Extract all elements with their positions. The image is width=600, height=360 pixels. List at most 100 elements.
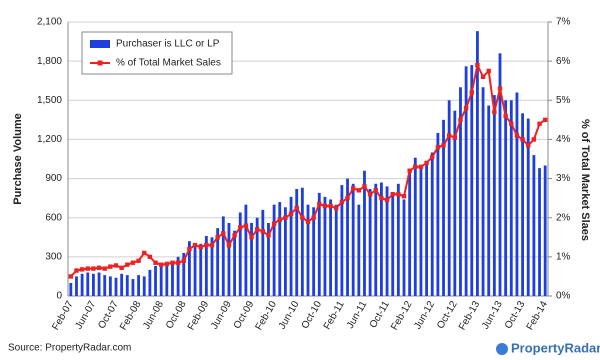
bar xyxy=(538,168,541,296)
line-marker xyxy=(96,265,102,271)
bar xyxy=(289,196,293,296)
bar xyxy=(300,187,304,296)
line-marker xyxy=(458,117,463,123)
line-marker xyxy=(136,258,141,263)
line-marker xyxy=(232,233,237,238)
legend-swatch xyxy=(90,40,110,48)
line-marker xyxy=(187,246,192,252)
line-marker xyxy=(226,242,232,248)
x-tick-label: Feb-13 xyxy=(457,299,483,332)
legend-box xyxy=(81,31,233,75)
line-marker xyxy=(238,225,243,230)
bar xyxy=(244,204,248,296)
bar xyxy=(430,152,434,296)
bar xyxy=(363,170,366,296)
bar xyxy=(334,204,338,296)
line-marker xyxy=(198,244,203,250)
bar xyxy=(221,216,225,296)
line-marker xyxy=(526,143,531,148)
x-tick-label: Jun-11 xyxy=(345,299,370,331)
line-marker xyxy=(339,199,345,205)
line-marker xyxy=(435,145,441,150)
line-marker xyxy=(328,203,333,209)
line-marker xyxy=(367,192,373,197)
x-tick-label: Jun-13 xyxy=(480,299,505,331)
logo-icon xyxy=(496,343,508,355)
y2-tick-label: 0% xyxy=(556,291,571,302)
line-marker xyxy=(480,74,486,79)
bar xyxy=(340,185,344,296)
line-marker xyxy=(300,215,305,220)
x-tick-label: Feb-12 xyxy=(389,299,415,332)
line-marker xyxy=(463,105,469,111)
x-tick-label: Jun-07 xyxy=(73,299,98,331)
line-marker xyxy=(91,266,96,271)
x-tick-label: Feb-14 xyxy=(525,299,551,332)
bar xyxy=(176,256,180,296)
x-tick-label: Feb-09 xyxy=(186,299,212,332)
line-marker xyxy=(446,133,452,138)
bar xyxy=(442,119,445,296)
line-marker xyxy=(192,242,198,248)
line-marker xyxy=(407,168,412,173)
line-marker xyxy=(492,109,497,115)
line-marker xyxy=(102,266,107,271)
line-marker xyxy=(475,62,480,68)
line-marker xyxy=(334,205,339,211)
x-tick-label: Jun-08 xyxy=(141,299,166,331)
line-marker xyxy=(305,219,311,224)
y2-tick-label: 2% xyxy=(556,212,571,223)
bar xyxy=(272,204,276,296)
bar xyxy=(351,183,355,296)
bar xyxy=(80,273,84,296)
line-marker xyxy=(288,211,294,216)
line-marker xyxy=(311,215,316,220)
logo: PropertyRadar xyxy=(511,340,600,355)
bar xyxy=(447,100,451,297)
bar xyxy=(368,189,372,296)
bar xyxy=(543,165,547,296)
line-marker xyxy=(277,217,282,222)
x-tick-label: Feb-07 xyxy=(50,299,76,332)
line-marker xyxy=(317,201,322,207)
bar xyxy=(125,275,129,296)
bar xyxy=(453,110,457,296)
bar xyxy=(374,183,378,296)
bar xyxy=(408,170,412,296)
line-marker xyxy=(254,227,260,232)
bar xyxy=(108,276,112,296)
y2-tick-label: 6% xyxy=(556,56,571,67)
line-marker xyxy=(497,86,503,91)
bar xyxy=(498,53,502,296)
bar xyxy=(131,279,135,296)
y-axis-title: Purchase Volume xyxy=(12,113,24,205)
source: Source: PropertyRadar.com xyxy=(8,343,131,354)
line-marker xyxy=(108,264,113,269)
line-marker xyxy=(164,261,170,267)
bar xyxy=(199,243,203,296)
line-marker xyxy=(418,164,424,170)
x-tick-label: Jun-09 xyxy=(209,299,234,331)
line-marker xyxy=(362,184,367,189)
line-marker xyxy=(514,133,520,138)
bar xyxy=(317,192,321,296)
bar xyxy=(487,105,491,296)
line-marker xyxy=(113,263,119,268)
bar xyxy=(436,132,440,296)
bar xyxy=(385,186,389,296)
bar xyxy=(380,182,383,296)
line-marker xyxy=(542,117,548,123)
bar xyxy=(267,222,270,296)
line-marker xyxy=(390,192,395,197)
line-marker xyxy=(503,113,508,119)
bar xyxy=(346,178,349,296)
line-marker xyxy=(153,260,158,265)
bar xyxy=(306,204,310,296)
bar xyxy=(419,168,423,296)
bar xyxy=(284,207,287,296)
line-marker xyxy=(142,250,147,256)
bar xyxy=(233,230,236,296)
bar xyxy=(250,222,253,296)
y-tick-label: 2,100 xyxy=(37,17,62,28)
line-marker xyxy=(74,268,79,273)
